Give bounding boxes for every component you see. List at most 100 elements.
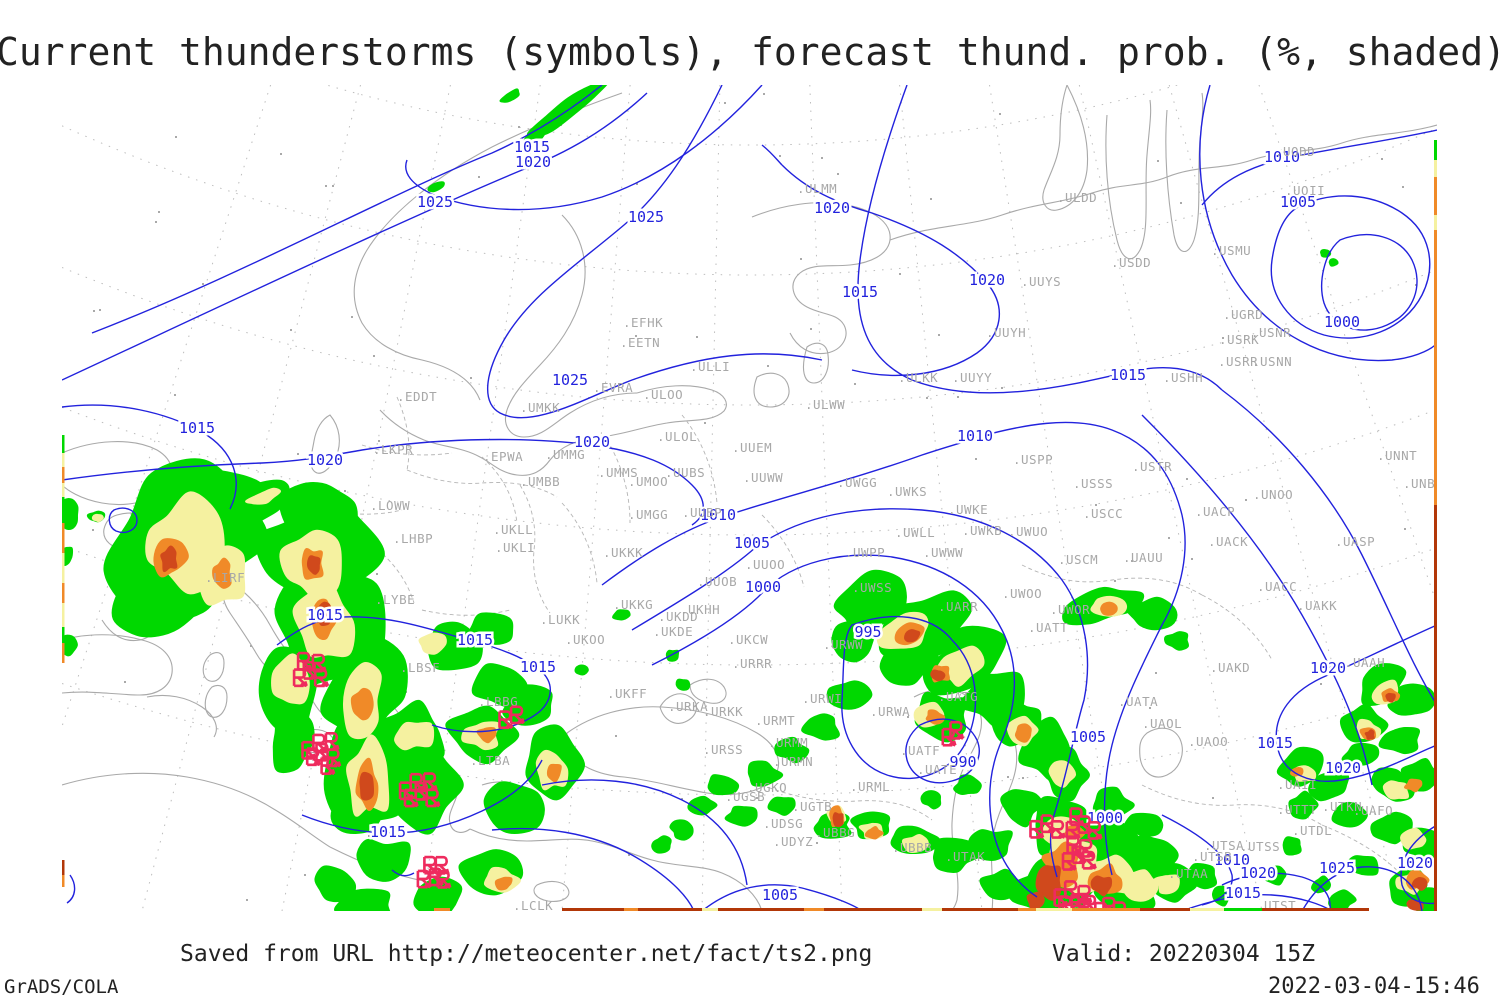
station-code-label: .UAKK — [1297, 598, 1337, 613]
station-code-label: .USDD — [1111, 255, 1151, 270]
station-code-label: .UDYZ — [773, 834, 813, 849]
coastline — [61, 634, 173, 696]
isobar-label: 1020 — [574, 433, 610, 451]
thunderstorm-icon — [1069, 807, 1085, 827]
station-code-label: .URML — [850, 779, 890, 794]
country-border — [606, 439, 631, 524]
isobar-label: 1010 — [700, 506, 736, 524]
station-code-label: .UOII — [1285, 183, 1325, 198]
station-code-label: .USPP — [1013, 452, 1053, 467]
coastline — [659, 693, 697, 724]
thunderstorm-icon — [311, 653, 327, 673]
isobar-label: 1000 — [1324, 313, 1360, 331]
station-code-label: .LYBE — [375, 592, 415, 607]
station-code-label: .UODD — [1275, 144, 1315, 159]
station-code-label: .UKHH — [680, 602, 720, 617]
isobar-line — [301, 759, 543, 834]
station-code-label: .UWOR — [1050, 602, 1090, 617]
station-code-label: .LIRF — [205, 570, 245, 585]
station-code-label: .UGRD — [1223, 307, 1263, 322]
coastline — [1105, 99, 1152, 260]
isobar-line — [1221, 389, 1438, 706]
prob-shade-g — [1378, 726, 1421, 755]
thunderstorm-icon — [436, 869, 452, 889]
station-code-label: .LUKK — [540, 612, 580, 627]
station-code-label: .ULWW — [805, 397, 845, 412]
country-border — [561, 502, 598, 584]
station-code-label: .UUBS — [665, 465, 705, 480]
prob-shade-g — [1328, 889, 1357, 913]
station-code-label: .URKA — [668, 699, 708, 714]
station-code-label: .URMN — [773, 754, 813, 769]
station-code-label: .LTBA — [470, 753, 510, 768]
station-code-label: .UKCW — [728, 632, 768, 647]
isobar-line — [108, 507, 138, 534]
isobar-line — [857, 84, 1223, 394]
prob-shade-y — [1400, 827, 1427, 850]
coastline — [202, 652, 225, 682]
country-border — [361, 444, 453, 456]
station-code-label: .URMT — [755, 713, 795, 728]
station-code-label: .UAOO — [1188, 734, 1228, 749]
prob-shade-g — [767, 796, 796, 816]
station-code-label: .UTKN — [1322, 799, 1362, 814]
coastline — [889, 124, 1438, 241]
prob-shade-g — [1341, 742, 1380, 766]
isobar-label: 1000 — [1087, 809, 1123, 827]
isobar-line — [61, 438, 704, 526]
prob-shade-o — [1403, 778, 1423, 793]
prob-shade-g — [1346, 855, 1379, 876]
thunderstorm-icon — [398, 781, 414, 801]
station-code-label: .USTR — [1132, 459, 1172, 474]
station-code-label: .UWKS — [887, 484, 927, 499]
station-code-label: .UGKO — [747, 780, 787, 795]
station-code-label: .UKFF — [607, 686, 647, 701]
country-border — [371, 544, 415, 604]
prob-shade-g — [1331, 802, 1368, 828]
country-border — [1141, 784, 1323, 826]
isobar-line — [61, 404, 237, 510]
station-code-label: .UBBB — [892, 840, 932, 855]
prob-shade-g — [920, 790, 942, 810]
coastline — [689, 678, 727, 704]
isobar-label: 1020 — [515, 153, 551, 171]
forecast-map: 1015102010251025102510201020101510101005… — [1, 79, 1500, 924]
prob-shade-g — [1185, 862, 1218, 890]
station-code-label: .EFHK — [623, 315, 663, 330]
station-code-label: .UUEM — [732, 440, 772, 455]
coastline — [204, 684, 228, 718]
station-code-label: .UNNT — [1377, 448, 1417, 463]
station-code-label: .UGSB — [725, 789, 765, 804]
prob-shade-r — [359, 771, 375, 801]
isobar-line — [66, 874, 76, 904]
prob-shade-g — [707, 774, 740, 796]
saved-from-url-note: Saved from URL http://meteocenter.net/fa… — [180, 941, 873, 967]
isobar-label: 1010 — [957, 427, 993, 445]
prob-shade-g — [1122, 812, 1164, 838]
isobar-line — [1199, 84, 1438, 362]
isobar-line — [1400, 824, 1438, 905]
isobar-label: 1025 — [552, 371, 588, 389]
isobar-label: 1005 — [1070, 728, 1106, 746]
prob-shade-g — [356, 838, 411, 882]
station-code-label: .UUYY — [952, 370, 992, 385]
station-code-label: .UMBB — [520, 474, 560, 489]
coastline — [353, 92, 623, 401]
isobar-label-layer: 1015102010251025102510201020101510101005… — [176, 136, 1435, 907]
isobar-label: 1015 — [520, 658, 556, 676]
isobar-line — [841, 615, 977, 779]
isobar-label: 1025 — [417, 193, 453, 211]
prob-shade-r — [930, 669, 946, 682]
station-code-label: .UWOO — [1002, 586, 1042, 601]
coastline — [1139, 727, 1183, 778]
prob-shade-g — [747, 760, 784, 787]
isobar-line — [1161, 814, 1233, 906]
isobar-line — [1141, 414, 1373, 786]
isobar-line — [761, 144, 783, 166]
isobar-label: 1015 — [842, 283, 878, 301]
station-code-label: .UKDE — [653, 624, 693, 639]
thunderstorm-symbol-cluster — [416, 855, 452, 889]
station-code-label: .UTSB — [1192, 849, 1232, 864]
station-code-label: .UMKK — [520, 400, 560, 415]
prob-shade-y — [245, 487, 281, 505]
